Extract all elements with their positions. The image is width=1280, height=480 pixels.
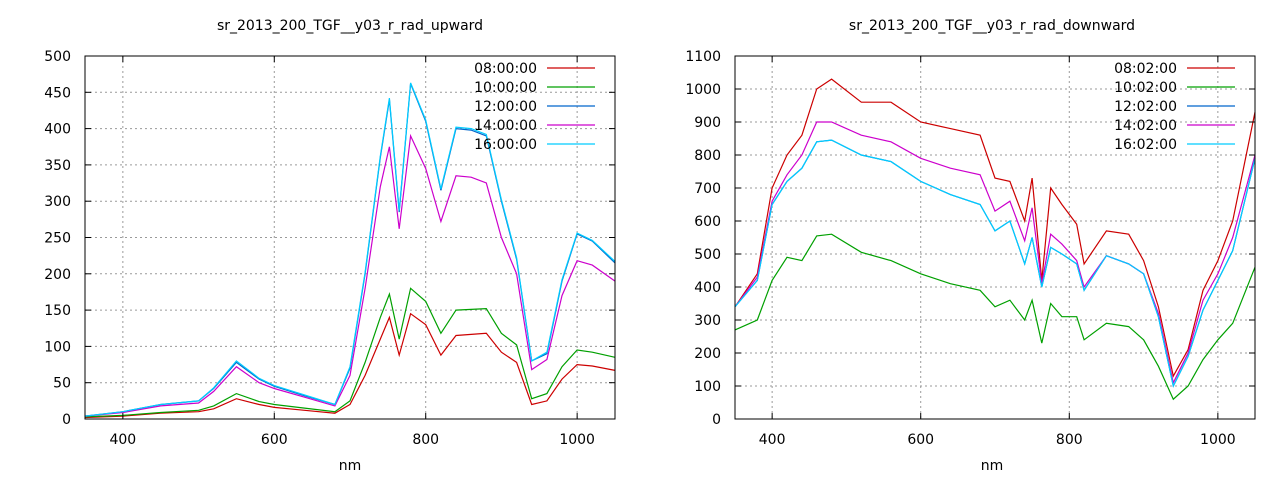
legend-label: 08:02:00 [1114, 61, 1177, 77]
series-line [734, 121, 1256, 385]
x-tick-label: 400 [109, 432, 136, 448]
series-line [84, 312, 616, 419]
y-tick-label: 100 [694, 379, 721, 395]
plot-frame [734, 55, 1256, 420]
legend-label: 16:00:00 [474, 137, 537, 153]
series-line [84, 287, 616, 418]
y-tick-label: 1000 [685, 82, 721, 98]
x-tick-label: 1000 [559, 432, 595, 448]
y-tick-label: 250 [44, 231, 71, 247]
y-tick-label: 400 [694, 280, 721, 296]
series-line [734, 139, 1256, 388]
y-tick-label: 400 [44, 122, 71, 138]
legend-label: 16:02:00 [1114, 137, 1177, 153]
y-tick-label: 100 [44, 339, 71, 355]
legend-label: 12:00:00 [474, 99, 537, 115]
x-tick-label: 600 [261, 432, 288, 448]
y-tick-label: 700 [694, 181, 721, 197]
legend-label: 10:02:00 [1114, 80, 1177, 96]
legend-label: 14:00:00 [474, 118, 537, 134]
y-tick-label: 1100 [685, 49, 721, 65]
chart-downward: sr_2013_200_TGF__y03_r_rad_downward nm 4… [685, 18, 1256, 474]
legend-label: 10:00:00 [474, 80, 537, 96]
series-line [734, 233, 1256, 401]
y-tick-label: 150 [44, 303, 71, 319]
y-tick-label: 450 [44, 85, 71, 101]
x-tick-label: 400 [759, 432, 786, 448]
y-tick-label: 0 [62, 412, 71, 428]
y-tick-label: 300 [694, 313, 721, 329]
y-tick-label: 200 [694, 346, 721, 362]
y-tick-label: 300 [44, 194, 71, 210]
x-tick-label: 800 [412, 432, 439, 448]
series-line [84, 133, 616, 417]
x-tick-label: 1000 [1200, 432, 1236, 448]
x-axis-label: nm [339, 458, 362, 474]
x-axis-label: nm [981, 458, 1004, 474]
y-tick-label: 350 [44, 158, 71, 174]
y-tick-label: 500 [44, 49, 71, 65]
legend-label: 08:00:00 [474, 61, 537, 77]
y-tick-label: 50 [53, 376, 71, 392]
x-tick-label: 600 [907, 432, 934, 448]
y-tick-label: 500 [694, 247, 721, 263]
series-line [84, 82, 616, 417]
legend-label: 14:02:00 [1114, 118, 1177, 134]
y-tick-label: 600 [694, 214, 721, 230]
chart-title: sr_2013_200_TGF__y03_r_rad_upward [217, 18, 483, 34]
y-tick-label: 800 [694, 148, 721, 164]
y-tick-label: 0 [712, 412, 721, 428]
y-tick-label: 900 [694, 115, 721, 131]
y-tick-label: 200 [44, 267, 71, 283]
chart-title: sr_2013_200_TGF__y03_r_rad_downward [849, 18, 1135, 34]
series-line [734, 78, 1256, 378]
legend-label: 12:02:00 [1114, 99, 1177, 115]
x-tick-label: 800 [1056, 432, 1083, 448]
chart-upward: sr_2013_200_TGF__y03_r_rad_upward nm 400… [44, 18, 616, 474]
